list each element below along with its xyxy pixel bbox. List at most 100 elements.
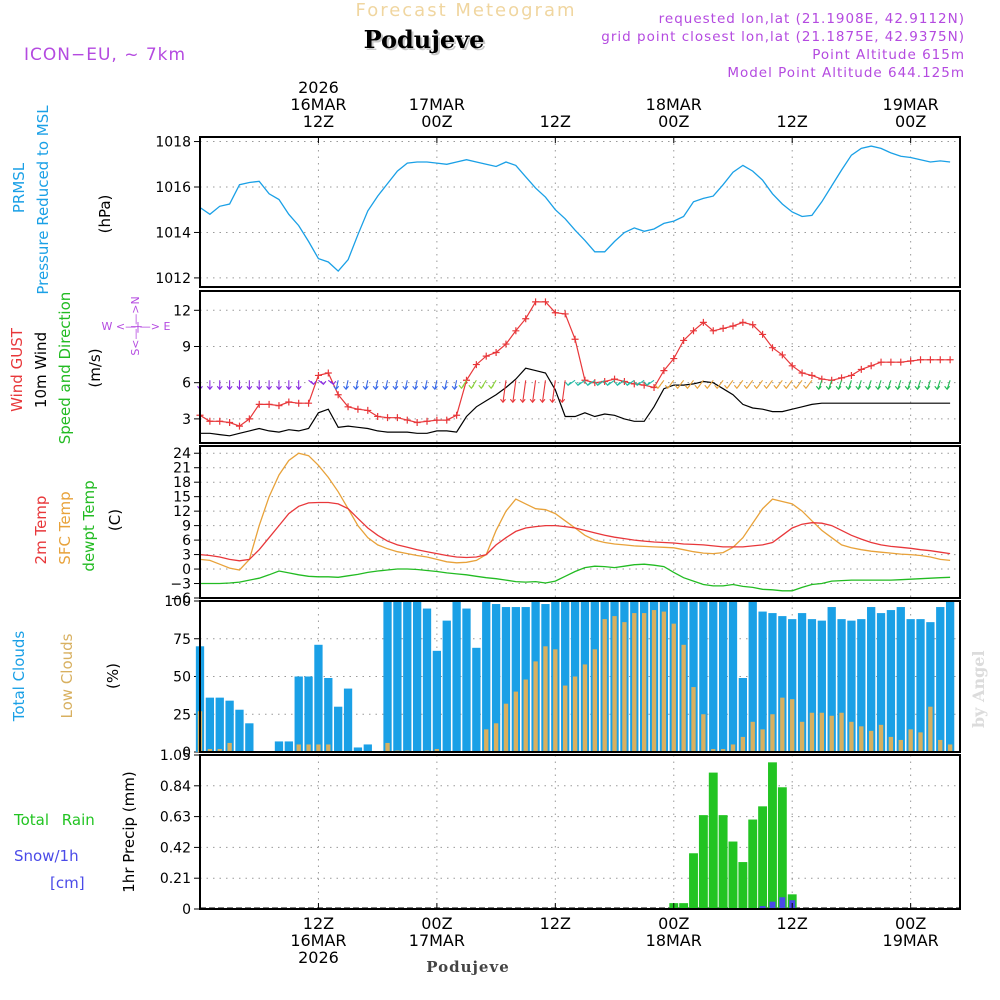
panel-frame (199, 754, 961, 910)
total-cloud-bar (896, 607, 905, 752)
total-cloud-bar (788, 619, 797, 752)
gust-marker (413, 418, 421, 426)
snow-bar (759, 906, 766, 909)
gust-marker (768, 344, 776, 352)
total-cloud-bar (718, 601, 728, 752)
y-tick-label: 75 (173, 632, 191, 648)
low-cloud-bar (918, 732, 923, 752)
wind-direction-arrow (422, 380, 428, 391)
gust-marker (374, 412, 382, 420)
bottom-time-label: 00Z (421, 914, 452, 933)
bottom-time-label: 00Z (895, 914, 926, 933)
wind-direction-arrow (549, 380, 556, 404)
wind-direction-arrow (753, 379, 764, 390)
low-cloud-bar (740, 736, 746, 752)
chart-header: Forecast Meteogram Podujeve Podujeve ICO… (24, 0, 988, 976)
total-cloud-bar (936, 607, 945, 752)
total-cloud-bar (867, 607, 876, 752)
footer-location: Podujeve (426, 958, 510, 976)
panel-pressure: 1012 1014 1016 1018 (155, 135, 960, 287)
top-time-label: 00Z (658, 112, 689, 131)
y-tick-label: 0 (182, 902, 191, 918)
low-cloud-bar (839, 712, 844, 752)
low-cloud-bar (533, 661, 538, 752)
gust-marker (226, 418, 234, 426)
low-cloud-bar (523, 679, 528, 752)
total-cloud-bar (768, 613, 777, 752)
location-title: Podujeve (364, 25, 485, 54)
label-pressure-msl: Pressure Reduced to MSL (34, 105, 52, 295)
gust-marker (295, 399, 303, 407)
wind-direction-arrow (594, 379, 605, 387)
gust-marker (354, 405, 362, 413)
total-cloud-bar (738, 678, 748, 752)
rain-bar (738, 862, 748, 909)
gust-marker (541, 298, 549, 306)
wind-direction-arrow (519, 380, 527, 404)
gust-marker (235, 422, 243, 430)
gust-marker (877, 358, 885, 366)
y-tick-label: 0 (182, 562, 191, 578)
low-cloud-bar (859, 726, 864, 752)
panel-clouds: 0 25 50 75 100 (164, 594, 960, 761)
low-cloud-bar (790, 699, 795, 752)
wind-direction-arrow (825, 380, 833, 391)
wind-direction-arrow (333, 380, 340, 391)
top-time-label: 16MAR (290, 95, 346, 114)
wind-direction-arrow (914, 380, 922, 391)
low-cloud-bar (592, 649, 597, 752)
wind-direction-arrow (509, 380, 517, 404)
y-tick-label: 1018 (155, 135, 191, 151)
wind-direction-arrow (529, 380, 537, 404)
low-cloud-bar (681, 644, 686, 752)
y-tick-label: 6 (182, 376, 191, 392)
total-cloud-bar (412, 601, 422, 752)
wind-direction-arrow (803, 379, 813, 390)
credit-watermark: by Angel (969, 650, 988, 728)
wind-direction-arrow (382, 380, 389, 391)
low-cloud-bar (671, 623, 676, 752)
label-celsius: (C) (106, 509, 124, 531)
wind-direction-arrow (584, 379, 596, 387)
total-cloud-bar (353, 747, 363, 752)
total-cloud-bar (501, 607, 511, 752)
wind-direction-arrow (539, 380, 546, 404)
gust-marker (561, 310, 569, 318)
label-sfc-temp: SFC Temp (56, 491, 74, 564)
y-tick-label: 1014 (155, 225, 191, 241)
model-label: ICON−EU, ~ 7km (24, 45, 186, 65)
wind-direction-arrow (855, 380, 862, 391)
plot-area: 101210141016101836912−6−3036912151821240… (155, 78, 961, 967)
rain-bar (777, 787, 787, 909)
gust-marker (433, 416, 441, 424)
wind-direction-arrow (362, 380, 369, 391)
wind-direction-arrow (793, 379, 803, 390)
y-tick-label: 3 (182, 548, 191, 564)
low-cloud-bar (582, 664, 588, 752)
y-tick-label: 18 (173, 475, 191, 491)
wind-direction-arrow (815, 380, 823, 391)
gust-marker (512, 327, 520, 335)
gust-marker (729, 322, 737, 330)
wind-direction-arrow (295, 380, 302, 391)
total-cloud-bar (482, 601, 491, 752)
low-cloud-bar (661, 611, 667, 752)
gust-marker (443, 416, 451, 424)
wind-direction-arrow (276, 380, 282, 391)
gust-marker (275, 402, 283, 410)
wind-direction-arrow (372, 380, 379, 391)
panel-frame (199, 290, 961, 444)
gust-marker (532, 298, 540, 306)
total-cloud-bar (491, 604, 501, 752)
label-ms: (m/s) (86, 348, 104, 387)
total-cloud-bar (393, 601, 402, 752)
rain-bar (708, 772, 718, 909)
gust-marker (778, 351, 786, 359)
wind-direction-arrow (352, 380, 359, 391)
gust-marker (670, 355, 678, 363)
gust-marker (502, 340, 510, 348)
gust-marker (492, 349, 500, 357)
low-cloud-bar (484, 729, 489, 752)
gust-marker (788, 362, 796, 370)
